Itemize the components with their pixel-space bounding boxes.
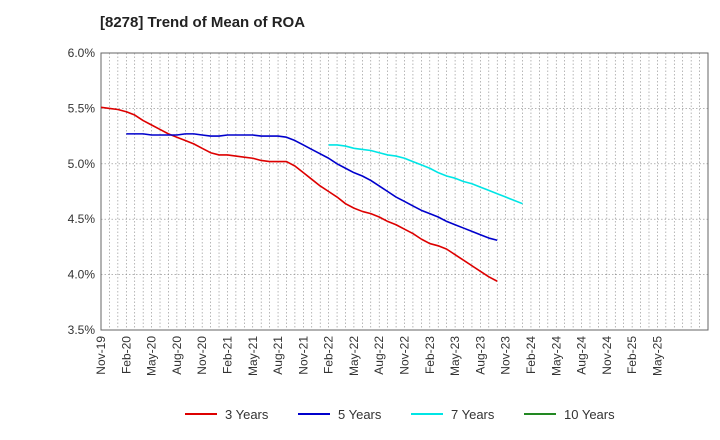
x-tick-label: May-21 — [246, 336, 260, 376]
y-tick-label: 5.0% — [68, 157, 96, 171]
legend-label: 7 Years — [451, 407, 495, 422]
x-tick-label: May-20 — [145, 336, 159, 376]
chart-title: [8278] Trend of Mean of ROA — [100, 14, 306, 31]
legend-label: 3 Years — [225, 407, 269, 422]
legend-label: 10 Years — [564, 407, 615, 422]
x-tick-label: Feb-23 — [423, 336, 437, 374]
x-tick-label: May-22 — [347, 336, 361, 376]
y-tick-label: 4.0% — [68, 268, 96, 282]
series-lines — [100, 106, 523, 282]
x-tick-label: May-23 — [448, 336, 462, 376]
plot-frame — [100, 52, 709, 331]
legend: 3 Years 5 Years 7 Years 10 Years — [185, 407, 615, 422]
x-tick-label: Nov-20 — [195, 336, 209, 375]
x-tick-label: Aug-20 — [170, 336, 184, 375]
x-tick-label: Aug-22 — [372, 336, 386, 375]
x-tick-label: Nov-23 — [499, 336, 513, 375]
x-tick-label: Feb-25 — [625, 336, 639, 374]
series-line-5-years — [126, 133, 498, 242]
x-tick-label: Nov-22 — [398, 336, 412, 375]
y-tick-label: 5.5% — [68, 101, 96, 115]
series-line-7-years — [328, 144, 523, 205]
x-tick-label: Feb-20 — [119, 336, 133, 374]
x-tick-label: Nov-19 — [94, 336, 108, 375]
y-tick-label: 3.5% — [68, 323, 96, 337]
x-tick-label: May-24 — [549, 336, 563, 376]
x-tick-label: Feb-22 — [322, 336, 336, 374]
legend-label: 5 Years — [338, 407, 382, 422]
x-tick-label: Aug-21 — [271, 336, 285, 375]
x-tick-label: Nov-21 — [296, 336, 310, 375]
series-line-3-years — [100, 106, 498, 282]
y-tick-label: 4.5% — [68, 212, 96, 226]
x-tick-label: Aug-24 — [575, 336, 589, 375]
axes: 3.5% 4.0% 4.5% 5.0% 5.5% 6.0% Nov-19 Feb-20 May-… — [68, 46, 709, 376]
x-tick-label: Nov-24 — [600, 336, 614, 375]
x-tick-label: Aug-23 — [473, 336, 487, 375]
x-tick-label: May-25 — [650, 336, 664, 376]
x-tick-label: Feb-21 — [220, 336, 234, 374]
x-tick-label: Feb-24 — [524, 336, 538, 374]
y-tick-label: 6.0% — [68, 46, 96, 60]
